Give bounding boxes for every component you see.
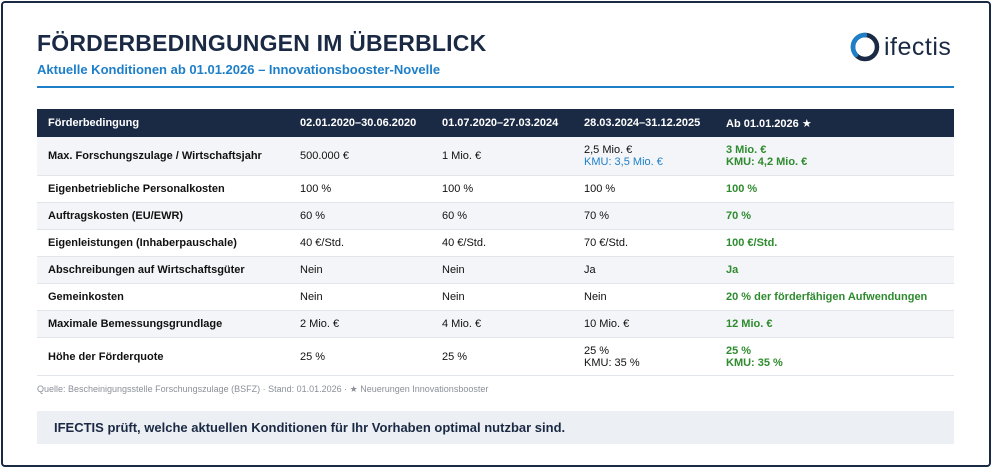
cell: 70 €/Std. [573,229,715,257]
source-note: Quelle: Bescheinigungsstelle Forschungsz… [37,384,489,394]
cell: 2 Mio. € [289,310,431,338]
row-label: Maximale Bemessungsgrundlage [37,310,289,338]
table-row: Gemeinkosten Nein Nein Nein 20 % der för… [37,283,954,311]
cell-new: 20 % der förderfähigen Aufwendungen [715,283,954,311]
ifectis-logo: ifectis [850,30,951,64]
cell-new: Ja [715,256,954,284]
cell: 25 % KMU: 35 % [573,337,715,376]
cell-line: 3 Mio. € [726,144,767,156]
cell-line: 25 % [584,344,610,357]
cell-kmu-line: KMU: 35 % [726,356,783,369]
table-row: Eigenleistungen (Inhaberpauschale) 40 €/… [37,229,954,257]
cell-line: 25 % [726,344,752,357]
cell-new: 100 €/Std. [715,229,954,257]
header-period-2020-a: 02.01.2020–30.06.2020 [289,109,431,137]
cell-new: 12 Mio. € [715,310,954,338]
cell: 500.000 € [289,137,431,176]
page-subtitle: Aktuelle Konditionen ab 01.01.2026 – Inn… [37,62,441,77]
cell: 70 % [573,202,715,230]
row-label: Eigenleistungen (Inhaberpauschale) [37,229,289,257]
header-period-2024-2025: 28.03.2024–31.12.2025 [573,109,715,137]
cell-new: 70 % [715,202,954,230]
row-label: Auftragskosten (EU/EWR) [37,202,289,230]
table-row: Höhe der Förderquote 25 % 25 % 25 % KMU:… [37,337,954,376]
row-label: Eigenbetriebliche Personalkosten [37,175,289,203]
ifectis-logo-icon [850,32,880,62]
cta-banner-text: IFECTIS prüft, welche aktuellen Konditio… [54,420,566,435]
cell-new: 100 % [715,175,954,203]
cell-kmu-line: KMU: 35 % [584,356,640,369]
cell: 40 €/Std. [431,229,573,257]
cell: 60 % [289,202,431,230]
cell-new: 3 Mio. € KMU: 4,2 Mio. € [715,137,954,176]
cell: Ja [573,256,715,284]
cell: 100 % [573,175,715,203]
table-row: Eigenbetriebliche Personalkosten 100 % 1… [37,175,954,203]
cta-banner: IFECTIS prüft, welche aktuellen Konditio… [37,411,954,444]
cell-kmu-line: KMU: 3,5 Mio. € [584,156,663,168]
header-foerderbedingung: Förderbedingung [37,109,289,137]
page-title: FÖRDERBEDINGUNGEN IM ÜBERBLICK [37,30,487,56]
cell: 100 % [289,175,431,203]
cell: Nein [573,283,715,311]
cell: 25 % [289,337,431,376]
cell: Nein [289,283,431,311]
cell: Nein [431,283,573,311]
cell: 1 Mio. € [431,137,573,176]
row-label: Höhe der Förderquote [37,337,289,376]
row-label: Gemeinkosten [37,283,289,311]
row-label: Abschreibungen auf Wirtschaftsgüter [37,256,289,284]
header-period-2020-2024: 01.07.2020–27.03.2024 [431,109,573,137]
cell: 25 % [431,337,573,376]
header-divider [37,86,954,88]
cell: 4 Mio. € [431,310,573,338]
logo-text: ifectis [884,32,952,61]
cell: 60 % [431,202,573,230]
cell: 2,5 Mio. € KMU: 3,5 Mio. € [573,137,715,176]
cell: 10 Mio. € [573,310,715,338]
cell-line: 2,5 Mio. € [584,144,633,156]
table-row: Max. Forschungszulage / Wirtschaftsjahr … [37,137,954,176]
table-row: Auftragskosten (EU/EWR) 60 % 60 % 70 % 7… [37,202,954,230]
conditions-table: Förderbedingung 02.01.2020–30.06.2020 01… [37,109,954,376]
cell: 100 % [431,175,573,203]
row-label: Max. Forschungszulage / Wirtschaftsjahr [37,137,289,176]
cell: Nein [289,256,431,284]
cell-kmu-line: KMU: 4,2 Mio. € [726,156,808,168]
cell-new: 25 % KMU: 35 % [715,337,954,376]
table-row: Maximale Bemessungsgrundlage 2 Mio. € 4 … [37,310,954,338]
table-header-row: Förderbedingung 02.01.2020–30.06.2020 01… [37,109,954,137]
cell: Nein [431,256,573,284]
cell: 40 €/Std. [289,229,431,257]
header-period-2026: Ab 01.01.2026 ★ [715,109,954,137]
table-row: Abschreibungen auf Wirtschaftsgüter Nein… [37,256,954,284]
